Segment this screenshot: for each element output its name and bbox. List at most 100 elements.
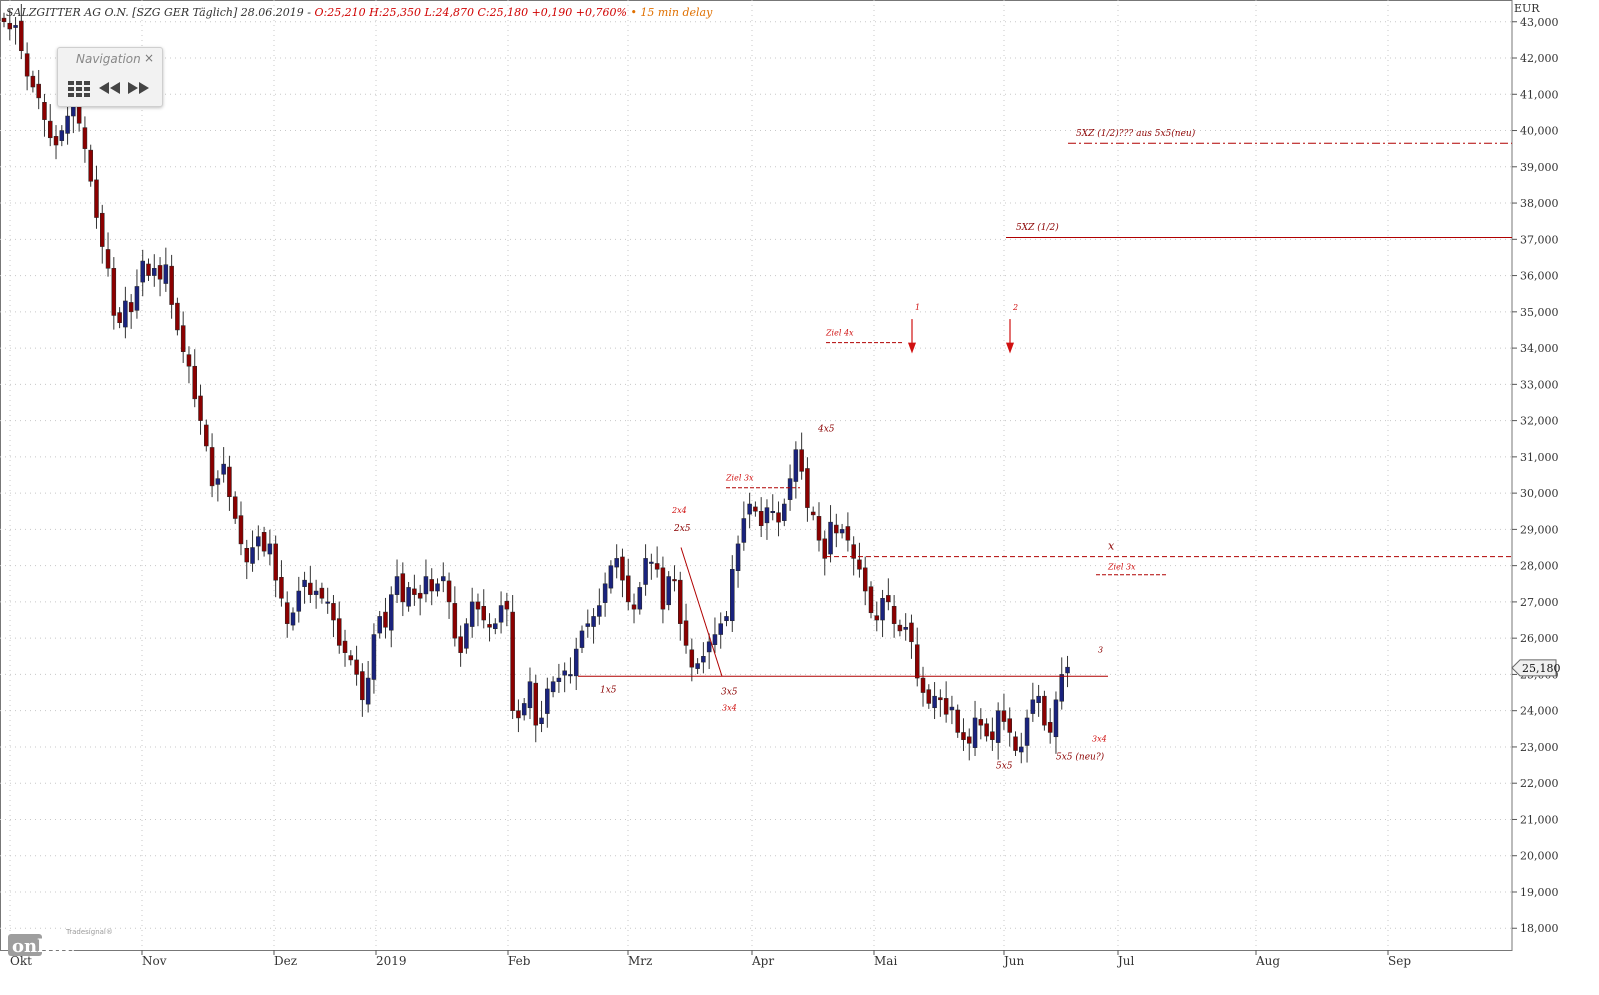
last-price-label: 25,180: [1522, 662, 1561, 675]
y-tick-label: 30,000: [1520, 487, 1559, 500]
candle-body: [354, 659, 359, 675]
candle-body: [533, 682, 539, 726]
candle-body: [521, 703, 527, 716]
delay-note: • 15 min delay: [630, 6, 713, 19]
candle-body: [550, 681, 556, 693]
candle-body: [383, 611, 388, 628]
candle-body: [1024, 717, 1030, 746]
candle-body: [504, 600, 510, 610]
y-tick-label: 24,000: [1520, 705, 1559, 718]
candle-body: [464, 623, 469, 649]
x-tick-label: 2019: [376, 954, 407, 968]
candle-body: [516, 710, 521, 719]
candle-body: [19, 20, 24, 52]
logo-subtitle: Tradesignal®: [66, 928, 113, 936]
candle-body: [678, 579, 683, 624]
y-tick-label: 29,000: [1520, 523, 1559, 536]
candle-body: [573, 648, 579, 677]
instrument-title: SALZGITTER AG O.N. [SZG GER Täglich] 28.…: [6, 6, 311, 19]
candle-body: [134, 286, 140, 311]
candle-body: [637, 587, 643, 610]
candle-body: [232, 496, 238, 519]
candle-body: [105, 249, 111, 269]
candle-body: [1001, 710, 1007, 722]
candle-body: [53, 136, 59, 146]
y-tick-label: 35,000: [1520, 306, 1559, 319]
chart-header: SALZGITTER AG O.N. [SZG GER Täglich] 28.…: [6, 6, 712, 19]
navigation-panel[interactable]: Navigation ×: [57, 47, 163, 107]
candle-body: [394, 576, 400, 595]
candle-body: [1047, 722, 1053, 733]
y-tick-label: 41,000: [1520, 88, 1559, 101]
candle-body: [446, 580, 452, 603]
candle-body: [1036, 695, 1041, 703]
candle-body: [209, 447, 215, 487]
candle-body: [273, 543, 278, 581]
candle-body: [967, 736, 972, 744]
candle-body: [649, 561, 654, 564]
candle-body: [955, 709, 960, 733]
grid-menu-button[interactable]: [66, 78, 92, 98]
candle-body: [325, 601, 330, 604]
candle-body: [400, 573, 406, 603]
x-tick-label: Jun: [1002, 954, 1025, 968]
candle-body: [117, 312, 122, 323]
rewind-icon: [99, 82, 120, 94]
ohlc-readout: O:25,210 H:25,350 L:24,870 C:25,180 +0,1…: [314, 6, 627, 19]
candle-body: [990, 731, 995, 740]
candle-body: [978, 719, 984, 726]
candle-body: [995, 710, 1001, 743]
label-ziel3x-a: Ziel 3x: [725, 473, 754, 482]
label-3: 3: [1098, 646, 1103, 655]
candle-body: [816, 516, 822, 541]
y-tick-label: 20,000: [1520, 850, 1559, 863]
candle-body: [1065, 666, 1070, 674]
candle-body: [279, 577, 284, 599]
label-ziel4x: Ziel 4x: [825, 328, 854, 337]
candle-body: [493, 623, 498, 629]
label-5x5-neu: 5x5 (neu?): [1056, 752, 1105, 763]
label-3x4-b: 3x4: [1092, 735, 1107, 744]
x-tick-label: Mrz: [628, 954, 652, 968]
candle-body: [949, 706, 955, 711]
candle-body: [319, 587, 325, 599]
candle-body: [568, 674, 573, 677]
candle-body: [452, 603, 458, 639]
label-4x5: 4x5: [817, 424, 835, 434]
y-tick-label: 26,000: [1520, 632, 1559, 645]
candle-body: [747, 503, 752, 515]
candle-body: [857, 559, 862, 570]
candle-body: [498, 605, 504, 623]
y-tick-label: 38,000: [1520, 197, 1559, 210]
candle-body: [198, 395, 203, 421]
candle-body: [59, 130, 65, 141]
candle-body: [65, 115, 70, 134]
candle-body: [192, 365, 197, 400]
candle-body: [834, 524, 839, 534]
close-icon[interactable]: ×: [143, 51, 154, 65]
x-tick-label: Jul: [1116, 954, 1135, 968]
candle-body: [331, 603, 336, 621]
candle-body: [903, 627, 908, 630]
y-tick-label: 32,000: [1520, 415, 1559, 428]
candle-body: [1053, 699, 1059, 738]
candle-body: [1007, 718, 1012, 733]
y-tick-label: 21,000: [1520, 813, 1559, 826]
scroll-forward-button[interactable]: [126, 78, 152, 98]
candle-body: [625, 575, 631, 603]
candle-body: [730, 569, 735, 622]
candle-body: [776, 512, 781, 523]
candle-body: [1030, 699, 1036, 714]
candle-body: [689, 649, 695, 668]
label-5xz: 5XZ (1/2): [1016, 222, 1059, 233]
candle-body: [417, 592, 423, 599]
candle-body: [735, 543, 741, 571]
candle-body: [787, 478, 793, 500]
candle-body: [1, 17, 7, 23]
y-tick-label: 42,000: [1520, 52, 1559, 65]
scroll-back-button[interactable]: [96, 78, 122, 98]
fast-forward-icon: [128, 82, 149, 94]
candle-body: [7, 22, 13, 30]
